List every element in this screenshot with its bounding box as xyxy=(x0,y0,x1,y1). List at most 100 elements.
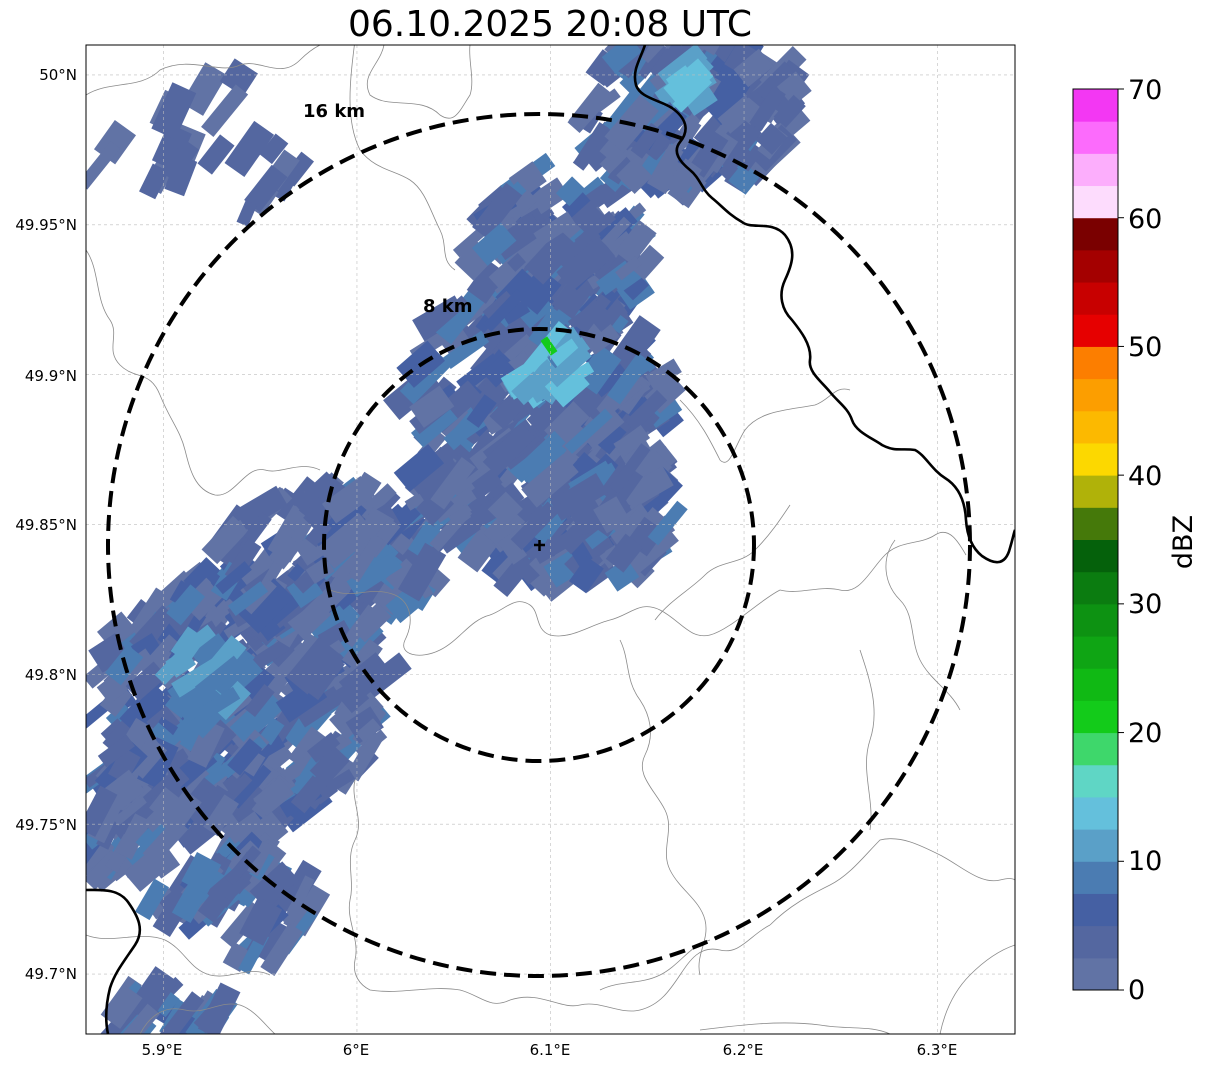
echo-pixel xyxy=(609,443,651,494)
colorbar-segment xyxy=(1073,282,1118,315)
echo-pixel xyxy=(138,700,167,731)
echo-pixel xyxy=(645,358,682,390)
colorbar-segment xyxy=(1073,668,1118,701)
echo-pixel xyxy=(443,422,472,451)
echo-pixel xyxy=(181,851,222,895)
colorbar-tick-label: 20 xyxy=(1128,718,1162,749)
echo-core xyxy=(540,336,558,356)
colorbar-segment xyxy=(1073,796,1118,830)
echo-pixel xyxy=(661,45,693,55)
echo-pixel xyxy=(201,515,249,565)
echo-pixel xyxy=(524,229,579,285)
echo-pixel xyxy=(717,95,758,134)
echo-pixel xyxy=(227,738,263,776)
echo-pixel xyxy=(614,425,651,458)
map-gridlines xyxy=(86,45,1015,1034)
echo-pixel xyxy=(347,534,385,583)
echo-pixel xyxy=(139,634,178,675)
echo-pixel xyxy=(410,403,458,448)
echo-pixel xyxy=(258,717,285,746)
echo-pixel xyxy=(351,602,392,643)
echo-pixel xyxy=(601,45,643,74)
echo-pixel xyxy=(357,483,397,521)
echo-pixel xyxy=(592,363,630,398)
echo-pixel xyxy=(533,211,576,247)
echo-pixel xyxy=(160,139,200,183)
colorbar-tick-label: 50 xyxy=(1128,332,1162,363)
colorbar-segment xyxy=(1073,636,1118,669)
chart-title: 06.10.2025 20:08 UTC xyxy=(347,4,753,45)
lat-tick-label: 49.9°N xyxy=(25,367,77,385)
echo-pixel xyxy=(142,803,173,833)
echo-pixel xyxy=(544,363,590,408)
lat-tick-label: 49.85°N xyxy=(15,516,77,534)
echo-pixel xyxy=(355,718,382,743)
lon-tick-label: 5.9°E xyxy=(142,1041,183,1059)
echo-pixel xyxy=(699,45,726,56)
echo-pixel xyxy=(305,518,332,548)
echo-pixel xyxy=(605,533,644,573)
echo-pixel xyxy=(587,300,619,333)
radar-site-marker xyxy=(534,540,545,551)
echo-pixel xyxy=(515,267,562,315)
echo-pixel xyxy=(238,578,294,634)
echo-pixel xyxy=(576,294,611,334)
echo-pixel xyxy=(236,200,258,227)
echo-pixel xyxy=(171,658,221,698)
echo-pixel xyxy=(259,133,289,165)
echo-pixel xyxy=(268,534,302,570)
echo-pixel xyxy=(665,158,703,199)
echo-pixel xyxy=(137,737,179,790)
echo-pixel xyxy=(425,295,469,336)
echo-pixel xyxy=(115,813,152,860)
echo-pixel xyxy=(472,182,523,240)
echo-pixel xyxy=(126,966,178,1023)
echo-pixel xyxy=(286,637,341,695)
colorbar-segment xyxy=(1073,185,1118,219)
echo-pixel xyxy=(501,299,531,325)
colorbar xyxy=(1073,88,1124,991)
echo-pixel xyxy=(620,465,674,510)
echo-pixel xyxy=(234,485,288,530)
echo-pixel xyxy=(574,210,617,249)
echo-pixel xyxy=(224,120,275,177)
echo-pixel xyxy=(749,86,786,131)
echo-pixel xyxy=(215,561,252,595)
echo-pixel xyxy=(142,817,189,866)
echo-pixel xyxy=(502,327,537,362)
colorbar-label: dBZ xyxy=(1168,515,1199,569)
echo-pixel xyxy=(482,422,536,477)
echo-pixel xyxy=(629,244,665,281)
echo-pixel xyxy=(647,500,688,546)
colorbar-segment xyxy=(1073,346,1118,380)
echo-pixel xyxy=(411,468,440,495)
colorbar-segment xyxy=(1073,732,1118,766)
echo-pixel xyxy=(601,216,632,248)
echo-pixel xyxy=(181,62,228,116)
colorbar-segment xyxy=(1073,249,1118,283)
echo-pixel xyxy=(471,222,517,266)
echo-pixel xyxy=(574,121,609,166)
echo-pixel xyxy=(568,82,612,131)
colorbar-segment xyxy=(1073,378,1118,412)
echo-pixel xyxy=(305,556,335,585)
lat-tick-label: 50°N xyxy=(39,66,77,84)
echo-pixel xyxy=(299,756,342,805)
echo-pixel xyxy=(187,719,225,768)
colorbar-tick-label: 0 xyxy=(1128,975,1145,1006)
echo-pixel xyxy=(513,177,570,225)
echo-pixel xyxy=(197,134,235,175)
echo-pixel xyxy=(114,1003,160,1034)
echo-pixel xyxy=(407,521,443,560)
range-ring-label-16km: 16 km xyxy=(303,101,365,122)
colorbar-segment xyxy=(1073,410,1118,444)
echo-pixel xyxy=(86,140,121,190)
echo-pixel xyxy=(336,680,370,714)
echo-pixel xyxy=(569,556,604,594)
echo-pixel xyxy=(482,354,516,388)
echo-pixel xyxy=(755,122,788,155)
echo-pixel xyxy=(665,132,695,159)
colorbar-segment xyxy=(1073,475,1118,508)
echo-pixel xyxy=(159,991,205,1034)
